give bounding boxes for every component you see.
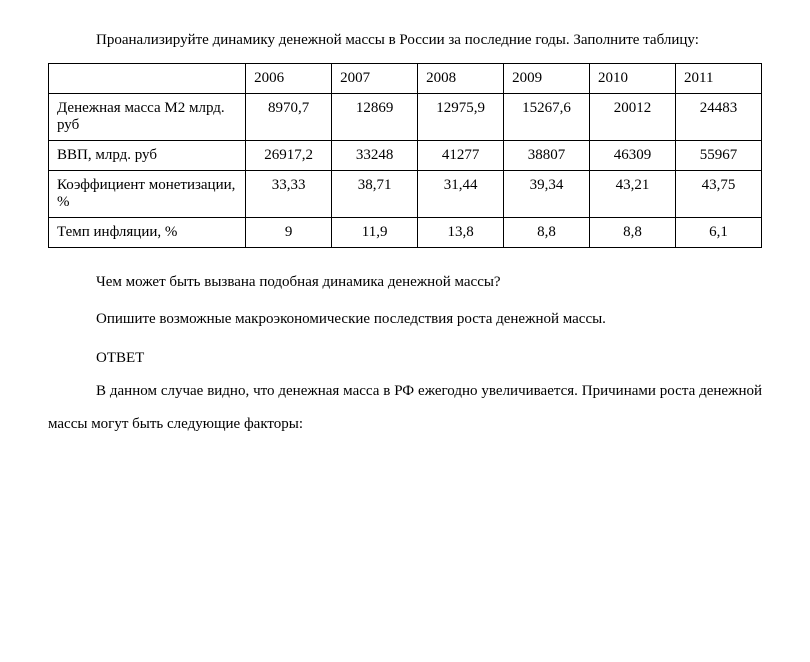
cell: 38807 — [504, 141, 590, 171]
table-row: Коэффициент монетизации, % 33,33 38,71 3… — [49, 171, 762, 218]
intro-line2: годы. Заполните таблицу: — [535, 32, 699, 48]
answer-paragraph: В данном случае видно, что денежная масс… — [48, 375, 762, 441]
row-label-monet: Коэффициент монетизации, % — [49, 171, 246, 218]
table-row: Темп инфляции, % 9 11,9 13,8 8,8 8,8 6,1 — [49, 218, 762, 248]
cell: 46309 — [590, 141, 676, 171]
answer-label: ОТВЕТ — [48, 342, 762, 375]
cell: 33248 — [332, 141, 418, 171]
cell: 20012 — [590, 94, 676, 141]
cell: 38,71 — [332, 171, 418, 218]
cell: 55967 — [676, 141, 762, 171]
cell: 8,8 — [590, 218, 676, 248]
cell: 41277 — [418, 141, 504, 171]
cell: 9 — [246, 218, 332, 248]
cell: 43,21 — [590, 171, 676, 218]
header-empty — [49, 64, 246, 94]
header-2009: 2009 — [504, 64, 590, 94]
cell: 6,1 — [676, 218, 762, 248]
header-2008: 2008 — [418, 64, 504, 94]
table-row: ВВП, млрд. руб 26917,2 33248 41277 38807… — [49, 141, 762, 171]
cell: 8970,7 — [246, 94, 332, 141]
cell: 11,9 — [332, 218, 418, 248]
table-row: Денежная масса М2 млрд. руб 8970,7 12869… — [49, 94, 762, 141]
data-table: 2006 2007 2008 2009 2010 2011 Денежная м… — [48, 63, 762, 248]
cell: 13,8 — [418, 218, 504, 248]
cell: 39,34 — [504, 171, 590, 218]
cell: 43,75 — [676, 171, 762, 218]
row-label-infl: Темп инфляции, % — [49, 218, 246, 248]
intro-line1: Проанализируйте динамику денежной массы … — [96, 32, 532, 48]
answer-line1: В данном случае видно, что денежная масс… — [96, 383, 478, 399]
question-2: Опишите возможные макроэкономические пос… — [48, 303, 762, 336]
answer-line3: факторы: — [244, 416, 303, 432]
cell: 24483 — [676, 94, 762, 141]
cell: 12869 — [332, 94, 418, 141]
cell: 33,33 — [246, 171, 332, 218]
header-2010: 2010 — [590, 64, 676, 94]
cell: 31,44 — [418, 171, 504, 218]
cell: 8,8 — [504, 218, 590, 248]
row-label-m2: Денежная масса М2 млрд. руб — [49, 94, 246, 141]
cell: 15267,6 — [504, 94, 590, 141]
header-2011: 2011 — [676, 64, 762, 94]
cell: 26917,2 — [246, 141, 332, 171]
header-2006: 2006 — [246, 64, 332, 94]
cell: 12975,9 — [418, 94, 504, 141]
intro-paragraph: Проанализируйте динамику денежной массы … — [48, 24, 762, 57]
table-header-row: 2006 2007 2008 2009 2010 2011 — [49, 64, 762, 94]
question-1: Чем может быть вызвана подобная динамика… — [48, 266, 762, 299]
header-2007: 2007 — [332, 64, 418, 94]
row-label-gdp: ВВП, млрд. руб — [49, 141, 246, 171]
